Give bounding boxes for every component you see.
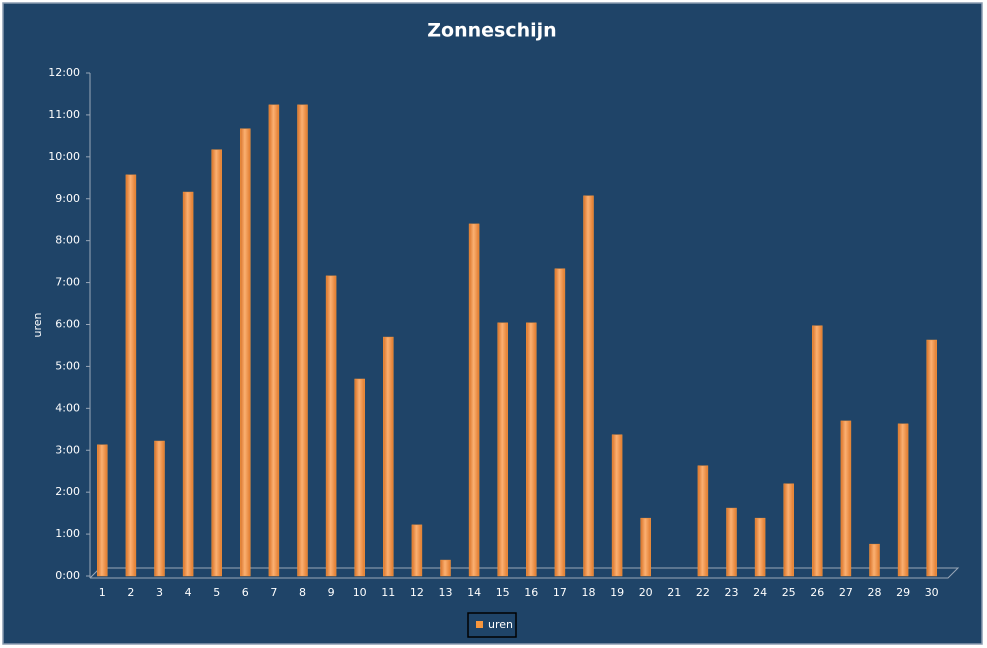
x-tick-label: 6 [242,586,249,599]
x-tick-label: 26 [810,586,824,599]
bar [526,322,537,577]
x-tick-label: 24 [753,586,767,599]
x-tick-label: 16 [524,586,538,599]
bar [383,336,394,577]
y-tick-label: 2:00 [55,485,80,498]
bar [497,322,508,577]
bar [468,223,480,577]
x-tick-label: 28 [868,586,882,599]
x-tick-label: 13 [439,586,453,599]
y-tick-label: 12:00 [48,66,80,79]
x-tick-label: 4 [185,586,192,599]
x-axis-floor [89,567,960,579]
bar [440,559,451,577]
y-tick-label: 11:00 [48,108,80,121]
bar [297,104,308,577]
x-tick-label: 30 [925,586,939,599]
y-tick-label: 4:00 [55,401,80,414]
bar [554,268,566,577]
x-tick-label: 5 [213,586,220,599]
y-tick-label: 0:00 [55,569,80,582]
x-tick-label: 22 [696,586,710,599]
bar [926,339,937,577]
x-tick-label: 14 [467,586,481,599]
x-tick-label: 19 [610,586,624,599]
x-tick-label: 20 [639,586,653,599]
bar [726,507,737,577]
bar [754,517,766,577]
x-tick-label: 7 [270,586,277,599]
x-tick-label: 11 [381,586,395,599]
x-tick-label: 29 [896,586,910,599]
x-tick-label: 3 [156,586,163,599]
x-tick-label: 15 [496,586,510,599]
y-axis-label: uren [31,312,44,337]
bar [783,483,794,577]
x-tick-label: 8 [299,586,306,599]
bar [697,465,709,577]
x-tick-label: 27 [839,586,853,599]
x-tick-label: 10 [353,586,367,599]
bar [268,104,280,577]
x-tick-label: 25 [782,586,796,599]
x-tick-label: 9 [328,586,335,599]
x-tick-label: 21 [667,586,681,599]
bar [583,195,594,577]
chart-title: Zonneschijn [427,20,556,42]
y-tick-label: 8:00 [55,234,80,247]
legend-label: uren [488,618,513,631]
y-tick-label: 10:00 [48,150,80,163]
x-tick-label: 17 [553,586,567,599]
y-tick-label: 9:00 [55,192,80,205]
x-tick-label: 1 [99,586,106,599]
y-tick-label: 5:00 [55,359,80,372]
bar [125,174,137,577]
bar [97,444,108,577]
bar [211,149,222,577]
legend-swatch [476,621,483,628]
y-tick-label: 1:00 [55,527,80,540]
bar [325,275,337,577]
bar [354,378,365,577]
bar [869,543,880,577]
bar [411,524,423,577]
bar [240,128,251,577]
bar [812,325,823,577]
y-tick-label: 3:00 [55,443,80,456]
y-tick-label: 7:00 [55,276,80,289]
bar [897,423,909,577]
bar [182,191,194,577]
bar [154,440,165,577]
bar [611,434,623,577]
x-tick-label: 18 [582,586,596,599]
bar [640,517,651,577]
x-tick-label: 12 [410,586,424,599]
x-tick-label: 2 [127,586,134,599]
legend-box [467,612,517,638]
bar [840,420,852,577]
y-tick-label: 6:00 [55,318,80,331]
x-tick-label: 23 [725,586,739,599]
